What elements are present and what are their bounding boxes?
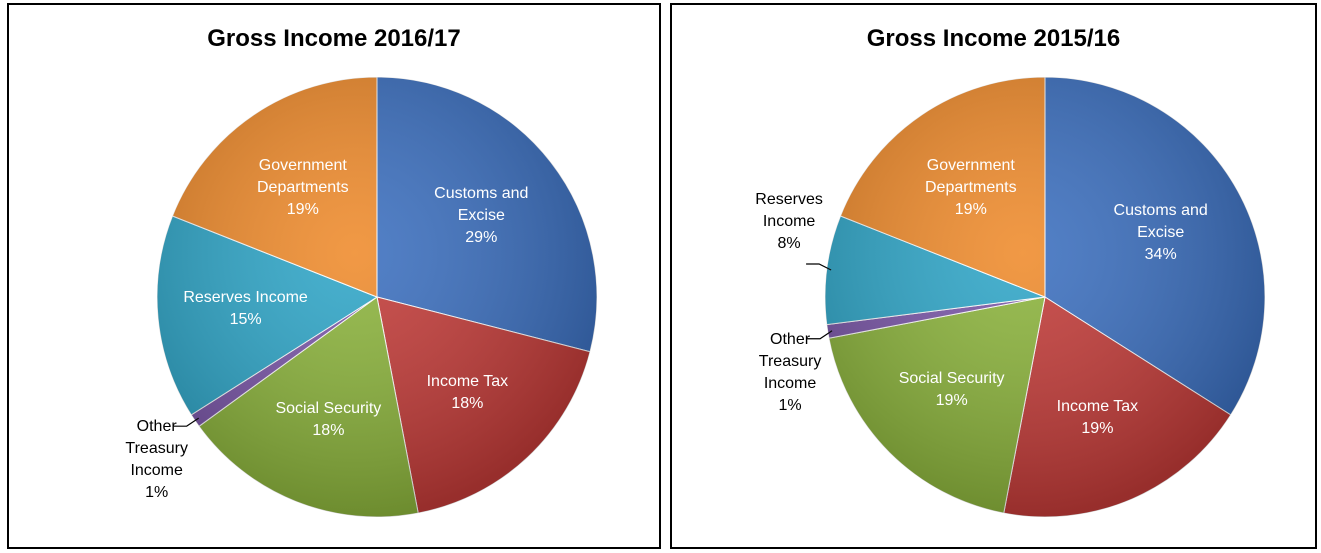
value-label: 19% [286, 200, 319, 218]
chart-title: Gross Income 2015/16 [866, 25, 1121, 52]
slice-label: Government Departments [925, 156, 1017, 196]
value-label: 19% [954, 200, 987, 218]
slice-label: Government Departments [257, 156, 349, 196]
value-label: 15% [229, 311, 262, 329]
slice-label: Other Treasury Income [125, 418, 188, 480]
slice-label: Customs and Excise [434, 185, 529, 225]
value-label: 19% [935, 392, 968, 410]
value-label: 1% [778, 396, 802, 414]
value-label: 8% [777, 234, 801, 252]
slice-label: Income Tax [426, 373, 509, 391]
value-label: 19% [1081, 420, 1114, 438]
value-label: 18% [312, 421, 345, 439]
slice-label: Social Security [275, 399, 382, 417]
value-label: 34% [1144, 246, 1177, 264]
slice-label: Reserves Income [183, 289, 308, 307]
slice-label: Customs and Excise [1113, 202, 1208, 242]
chart-title: Gross Income 2016/17 [207, 25, 461, 52]
slice-label: Reserves Income [755, 190, 823, 230]
slice-label: Income Tax [1056, 398, 1139, 416]
value-label: 29% [465, 229, 498, 247]
slice-label: Other Treasury Income [758, 330, 822, 392]
value-label: 18% [451, 395, 484, 413]
slice-label: Social Security [898, 370, 1005, 388]
value-label: 1% [145, 484, 169, 502]
